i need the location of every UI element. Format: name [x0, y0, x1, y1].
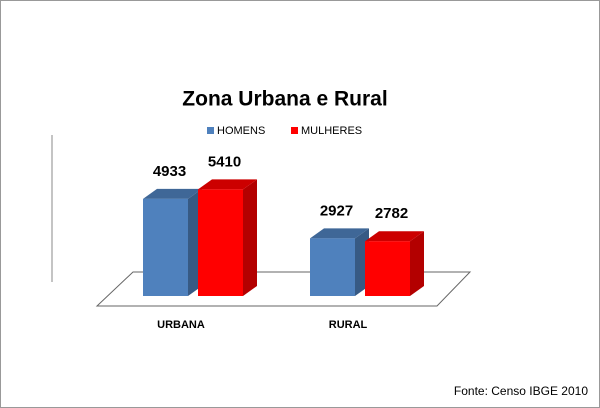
legend-swatch	[207, 127, 214, 134]
bar	[365, 241, 410, 296]
legend-label: HOMENS	[217, 125, 265, 137]
bar-top	[198, 179, 257, 190]
bar-top	[365, 231, 424, 242]
x-tick-label: URBANA	[157, 319, 205, 331]
data-label: 4933	[153, 163, 186, 180]
x-tick-label: RURAL	[329, 319, 368, 331]
bar-top	[310, 228, 369, 239]
legend-swatch	[291, 127, 298, 134]
data-label: 5410	[208, 153, 241, 170]
source-note: Fonte: Censo IBGE 2010	[454, 384, 588, 398]
bar	[310, 238, 355, 296]
data-label: 2782	[375, 205, 408, 222]
legend-label: MULHERES	[301, 125, 362, 137]
bar-side	[410, 231, 424, 296]
bar	[198, 189, 243, 296]
bar-top	[143, 188, 202, 199]
data-label: 2927	[320, 202, 353, 219]
bar	[143, 198, 188, 296]
chart-title: Zona Urbana e Rural	[182, 88, 387, 111]
bar-side	[243, 179, 257, 296]
